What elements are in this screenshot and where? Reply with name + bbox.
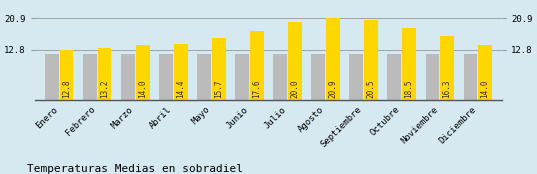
- Bar: [311, 54, 325, 100]
- Text: 20.0: 20.0: [291, 80, 300, 98]
- Bar: [98, 48, 112, 100]
- Text: 20.5: 20.5: [366, 80, 375, 98]
- Text: 14.4: 14.4: [176, 80, 185, 98]
- Bar: [440, 36, 454, 100]
- Text: 18.5: 18.5: [404, 80, 413, 98]
- Text: 16.3: 16.3: [442, 80, 452, 98]
- Bar: [121, 54, 135, 100]
- Bar: [235, 54, 249, 100]
- Bar: [60, 50, 74, 100]
- Text: 14.0: 14.0: [139, 80, 147, 98]
- Bar: [364, 20, 378, 100]
- Bar: [136, 45, 149, 100]
- Text: 20.9: 20.9: [329, 80, 337, 98]
- Bar: [288, 22, 302, 100]
- Bar: [45, 54, 59, 100]
- Text: 17.6: 17.6: [252, 80, 262, 98]
- Text: 14.0: 14.0: [481, 80, 490, 98]
- Bar: [478, 45, 492, 100]
- Text: 13.2: 13.2: [100, 80, 110, 98]
- Bar: [174, 44, 187, 100]
- Bar: [250, 31, 264, 100]
- Text: 15.7: 15.7: [214, 80, 223, 98]
- Bar: [212, 38, 226, 100]
- Bar: [198, 54, 211, 100]
- Bar: [83, 54, 97, 100]
- Text: 12.8: 12.8: [62, 80, 71, 98]
- Bar: [425, 54, 439, 100]
- Text: Temperaturas Medias en sobradiel: Temperaturas Medias en sobradiel: [27, 164, 243, 174]
- Bar: [350, 54, 363, 100]
- Bar: [402, 27, 416, 100]
- Bar: [273, 54, 287, 100]
- Bar: [463, 54, 477, 100]
- Bar: [326, 18, 339, 100]
- Bar: [388, 54, 401, 100]
- Bar: [159, 54, 173, 100]
